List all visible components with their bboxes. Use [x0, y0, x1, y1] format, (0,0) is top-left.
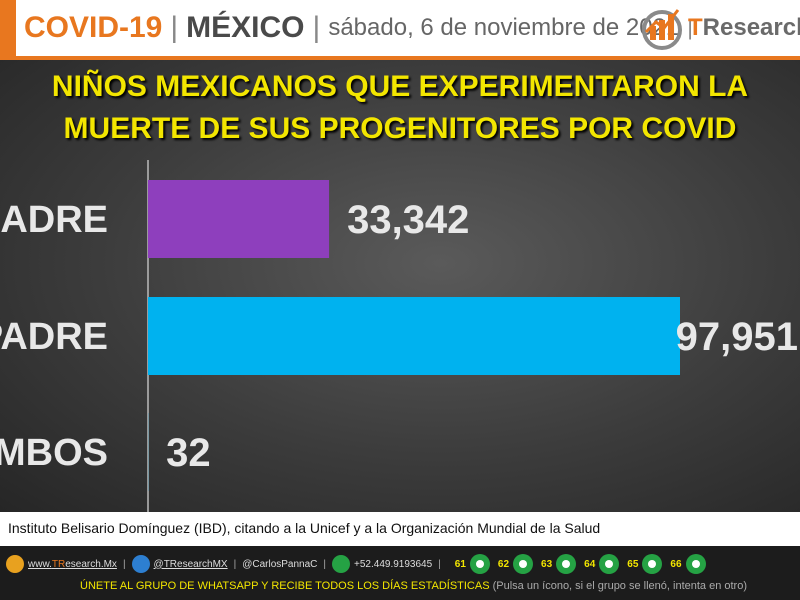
whatsapp-icon[interactable]	[599, 554, 620, 574]
source-bar: Instituto Belisario Domínguez (IBD), cit…	[0, 512, 800, 546]
whatsapp-cta: ÚNETE AL GRUPO DE WHATSAPP Y RECIBE TODO…	[80, 580, 490, 592]
chart-title-line2: MUERTE DE SUS PROGENITORES POR COVID	[63, 112, 737, 145]
header-date: sábado, 6 de noviembre de 2021	[328, 14, 680, 41]
globe-icon	[6, 555, 24, 573]
phone-number[interactable]: +52.449.9193645	[354, 558, 433, 570]
twitter-alt-handle[interactable]: @CarlosPannaC	[242, 558, 318, 570]
footer-contacts: www.TResearch.Mx | @TResearchMX | @Carlo…	[6, 552, 706, 576]
header-separator-2: |	[312, 11, 321, 44]
whatsapp-group-61[interactable]: 61	[455, 554, 490, 574]
value-label-ambos: 32	[166, 431, 211, 475]
chart-title: NIÑOS MEXICANOS QUE EXPERIMENTARON LA MU…	[0, 66, 800, 150]
whatsapp-group-62[interactable]: 62	[497, 554, 534, 574]
value-label-madre: 33,342	[347, 198, 469, 242]
whatsapp-group-number: 66	[670, 558, 682, 570]
bar-madre	[148, 180, 330, 258]
footer-cta: ÚNETE AL GRUPO DE WHATSAPP Y RECIBE TODO…	[80, 580, 747, 592]
whatsapp-group-63[interactable]: 63	[541, 554, 577, 574]
whatsapp-group-number: 65	[627, 558, 639, 570]
whatsapp-icon[interactable]	[685, 554, 706, 574]
category-label-padre: PADRE	[0, 316, 108, 358]
bar-padre	[148, 297, 680, 375]
header: COVID-19 | MÉXICO | sábado, 6 de noviemb…	[0, 0, 800, 56]
header-accent-bar	[0, 0, 16, 56]
header-country: MÉXICO	[186, 11, 305, 44]
whatsapp-group-number: 62	[497, 558, 510, 570]
whatsapp-group-number: 61	[454, 558, 466, 570]
whatsapp-icon[interactable]	[469, 554, 490, 574]
whatsapp-icon[interactable]	[513, 554, 534, 574]
chart-title-line1: NIÑOS MEXICANOS QUE EXPERIMENTARON LA	[51, 70, 749, 103]
header-covid: COVID-19	[24, 11, 163, 44]
value-label-padre: 97,951	[676, 315, 798, 359]
twitter-link[interactable]: @TResearchMX	[153, 558, 228, 570]
header-separator-3: |	[687, 15, 693, 40]
whatsapp-group-number: 64	[584, 558, 596, 570]
logo-text: TResearch	[688, 14, 800, 41]
whatsapp-icon[interactable]	[642, 554, 663, 574]
whatsapp-group-65[interactable]: 65	[627, 554, 663, 574]
whatsapp-note: (Pulsa un ícono, si el grupo se llenó, i…	[492, 580, 747, 592]
whatsapp-groups: 61 62 63 64 65 66	[447, 554, 706, 574]
logo-chart-icon	[642, 9, 682, 50]
whatsapp-group-64[interactable]: 64	[584, 554, 620, 574]
website-link[interactable]: www.TResearch.Mx	[28, 558, 117, 570]
whatsapp-icon[interactable]	[556, 554, 577, 574]
source-text: Instituto Belisario Domínguez (IBD), cit…	[8, 520, 601, 536]
tresearch-logo[interactable]: TResearch	[640, 4, 800, 52]
bar-chart: MADRE 33,342 PADRE 97,951 AMBOS 32	[0, 160, 798, 512]
category-label-madre: MADRE	[0, 199, 108, 241]
header-separator: |	[170, 11, 179, 44]
twitter-icon	[131, 555, 150, 573]
category-label-ambos: AMBOS	[0, 432, 108, 474]
footer: www.TResearch.Mx | @TResearchMX | @Carlo…	[0, 546, 800, 600]
header-divider	[0, 56, 800, 60]
header-title: COVID-19 | MÉXICO | sábado, 6 de noviemb…	[24, 6, 701, 50]
whatsapp-group-number: 63	[541, 558, 553, 570]
chart-area: MADRE 33,342 PADRE 97,951 AMBOS 32 NIÑOS MEXI…	[0, 60, 800, 512]
whatsapp-phone-icon	[332, 555, 351, 573]
whatsapp-group-66[interactable]: 66	[670, 554, 706, 574]
